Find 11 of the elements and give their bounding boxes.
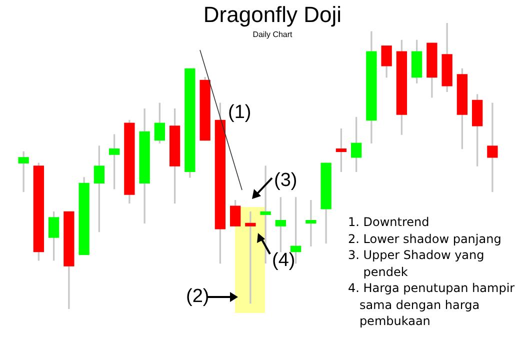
- candlestick: [487, 102, 498, 192]
- candlestick: [306, 200, 316, 246]
- annotation: (3): [274, 170, 298, 192]
- annotation: (2): [186, 286, 210, 308]
- annotation: (4): [272, 250, 296, 272]
- chart-title: Dragonfly Doji: [202, 2, 343, 28]
- candlestick: [245, 211, 256, 304]
- annotation: 1. Downtrend 2. Lower shadow panjang 3. Upper Shadow yang pendek 4. Harga penutupan hampir sama dengan harga pembukaan: [348, 214, 515, 330]
- candlestick: [18, 151, 29, 192]
- annotation: (1): [228, 102, 252, 124]
- text: Daily Chart: [252, 30, 294, 39]
